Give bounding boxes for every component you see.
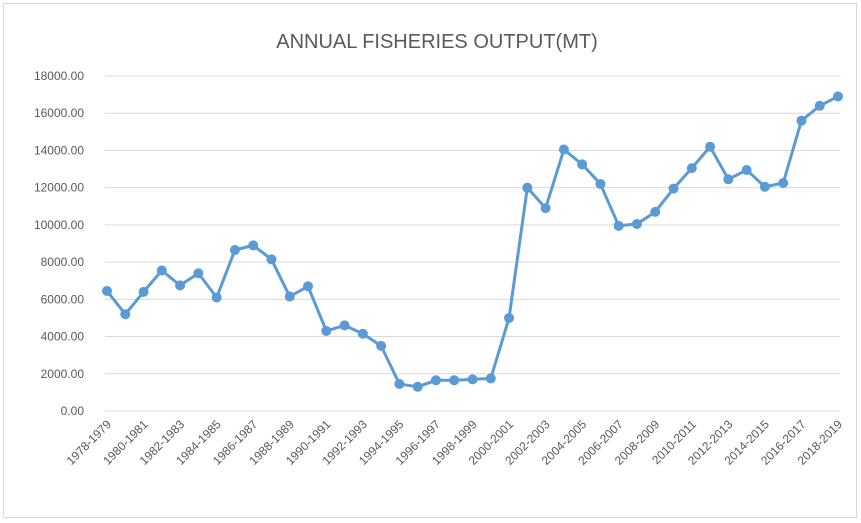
y-tick-label: 8000.00 xyxy=(41,255,85,269)
data-point xyxy=(211,292,222,303)
data-point xyxy=(577,159,588,170)
y-tick-label: 12000.00 xyxy=(34,181,84,195)
data-point xyxy=(814,100,825,111)
data-point xyxy=(558,144,569,155)
y-tick-label: 4000.00 xyxy=(41,330,85,344)
y-tick-label: 18000.00 xyxy=(34,69,84,83)
data-point xyxy=(613,220,624,231)
data-point xyxy=(522,182,533,193)
line-chart: ANNUAL FISHERIES OUTPUT(MT) 0.00 2000.00 4… xyxy=(34,31,846,468)
data-point xyxy=(631,218,642,229)
y-tick-label: 16000.00 xyxy=(34,106,84,120)
data-point xyxy=(467,374,478,385)
data-point xyxy=(193,268,204,279)
data-point xyxy=(339,320,350,331)
data-point xyxy=(102,285,112,296)
data-point xyxy=(412,381,423,392)
data-point xyxy=(449,375,460,386)
x-axis-tick-labels: 1978-19791980-19811982-19831984-19851986… xyxy=(64,417,846,468)
chart-frame: ANNUAL FISHERIES OUTPUT(MT) 0.00 2000.00 4… xyxy=(3,3,857,518)
data-point xyxy=(266,254,277,265)
data-point xyxy=(485,373,496,384)
data-point xyxy=(321,325,332,336)
series-line xyxy=(102,91,843,392)
data-point xyxy=(778,178,789,189)
data-point xyxy=(540,203,551,214)
y-tick-label: 2000.00 xyxy=(41,367,85,381)
data-point xyxy=(741,164,752,175)
data-point xyxy=(833,91,843,102)
data-point xyxy=(138,286,149,297)
data-point xyxy=(430,375,441,386)
data-point xyxy=(376,340,387,351)
data-point xyxy=(394,379,405,390)
data-point xyxy=(248,240,259,251)
data-point xyxy=(229,245,240,256)
data-point xyxy=(650,206,661,217)
gridlines xyxy=(105,75,840,412)
series-line-path xyxy=(105,95,839,389)
data-point xyxy=(120,309,131,320)
data-point xyxy=(796,115,807,126)
data-point xyxy=(284,291,295,302)
y-tick-label: 10000.00 xyxy=(34,218,84,232)
data-point xyxy=(175,280,186,291)
data-point xyxy=(705,141,716,152)
data-point xyxy=(303,281,314,292)
y-tick-label: 0.00 xyxy=(61,404,85,418)
data-point xyxy=(595,178,606,189)
data-point xyxy=(723,174,734,185)
data-point xyxy=(759,181,770,192)
y-tick-label: 14000.00 xyxy=(34,143,84,157)
data-point xyxy=(357,328,368,339)
data-point xyxy=(156,265,167,276)
data-point xyxy=(668,183,679,194)
data-point xyxy=(504,312,515,323)
data-point xyxy=(686,163,697,174)
y-axis-tick-labels: 0.00 2000.00 4000.00 6000.00 8000.00 10000.00… xyxy=(34,69,84,418)
y-tick-label: 6000.00 xyxy=(41,292,85,306)
chart-title: ANNUAL FISHERIES OUTPUT(MT) xyxy=(276,31,598,53)
